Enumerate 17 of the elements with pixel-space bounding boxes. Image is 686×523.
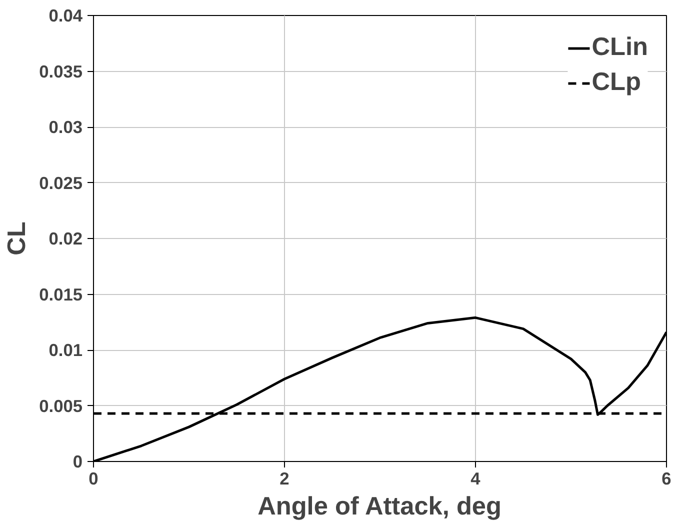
x-tick-label: 0 <box>88 468 98 488</box>
y-tick-label: 0.02 <box>48 228 83 248</box>
y-tick-label: 0.04 <box>48 6 83 26</box>
x-tick-label: 6 <box>662 468 672 488</box>
y-tick-label: 0.03 <box>48 117 83 137</box>
x-axis-title: Angle of Attack, deg <box>258 492 502 520</box>
x-tick-label: 2 <box>280 468 290 488</box>
y-tick-label: 0.01 <box>48 340 83 360</box>
x-tick-label: 4 <box>470 468 481 488</box>
y-tick-label: 0 <box>72 452 83 472</box>
y-tick-label: 0.015 <box>39 284 83 304</box>
legend-label: CLin <box>592 33 648 62</box>
legend-label: CLp <box>592 68 641 97</box>
y-tick-label: 0.035 <box>39 61 83 82</box>
y-tick-label: 0.025 <box>39 172 83 193</box>
y-tick-label: 0.005 <box>39 396 83 416</box>
y-axis-title: CL <box>3 222 32 256</box>
